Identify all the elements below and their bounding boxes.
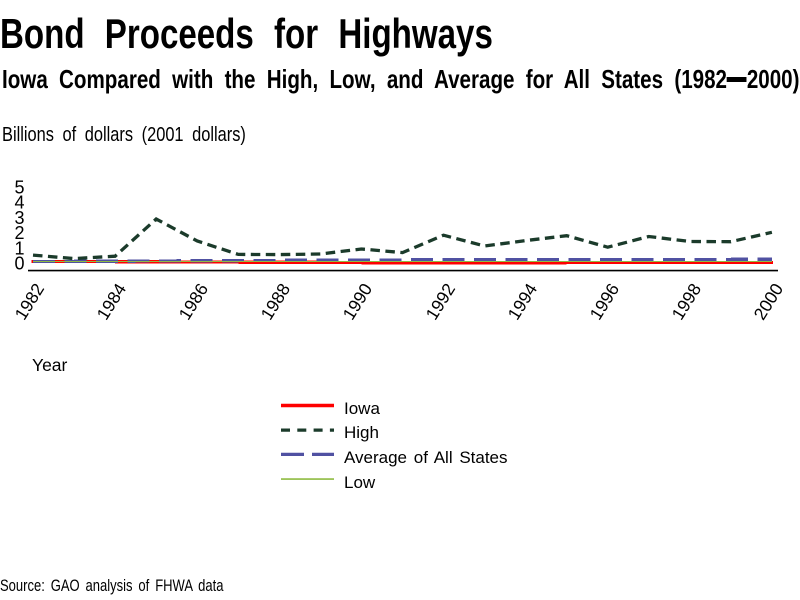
svg-text:2000: 2000 bbox=[750, 280, 788, 324]
svg-text:3: 3 bbox=[14, 208, 24, 228]
svg-text:1998: 1998 bbox=[668, 280, 706, 324]
svg-text:2: 2 bbox=[14, 223, 24, 243]
svg-text:1986: 1986 bbox=[175, 280, 213, 324]
svg-text:1988: 1988 bbox=[257, 280, 295, 324]
svg-text:0: 0 bbox=[14, 254, 24, 274]
svg-text:1996: 1996 bbox=[586, 280, 624, 324]
svg-text:1990: 1990 bbox=[339, 280, 377, 324]
svg-text:1994: 1994 bbox=[504, 280, 542, 324]
svg-text:1982: 1982 bbox=[11, 280, 49, 324]
svg-text:1992: 1992 bbox=[422, 280, 460, 324]
svg-text:5: 5 bbox=[14, 178, 24, 198]
svg-text:1: 1 bbox=[14, 239, 24, 259]
svg-text:1984: 1984 bbox=[93, 280, 131, 324]
svg-text:4: 4 bbox=[14, 193, 24, 213]
